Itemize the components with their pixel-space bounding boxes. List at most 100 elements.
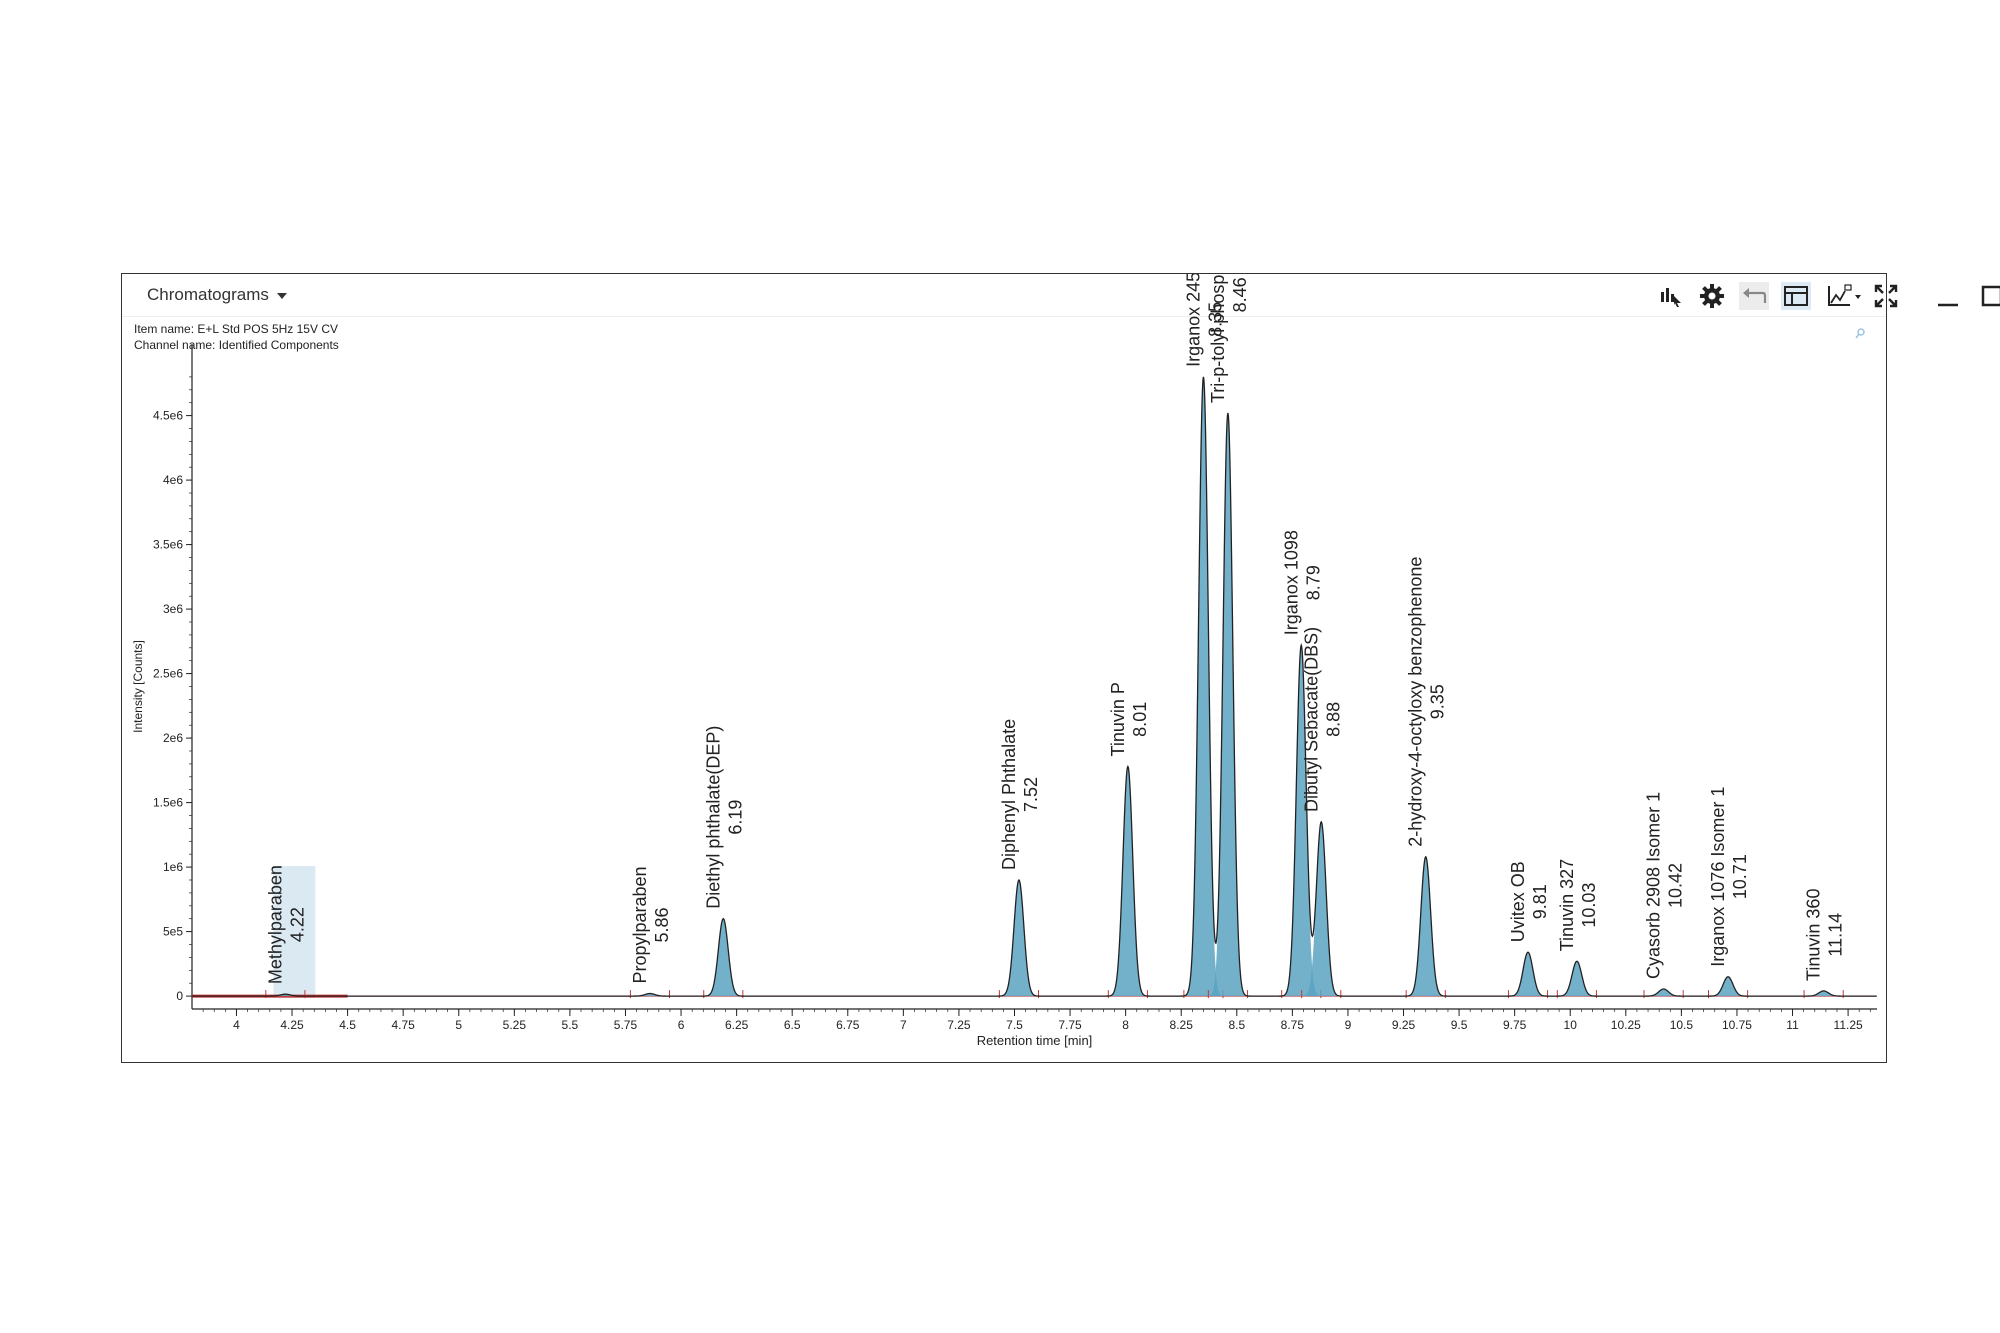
x-tick-label: 9	[1345, 1018, 1352, 1032]
x-tick-label: 9.25	[1392, 1018, 1416, 1032]
chromatogram-panel: Chromatograms	[121, 273, 2000, 1063]
x-tick-label: 4	[233, 1018, 240, 1032]
y-tick-label: 0	[176, 989, 183, 1003]
channel-name: Channel name: Identified Components	[134, 338, 339, 352]
peak-rt: 8.46	[1230, 277, 1250, 312]
peak-rt: 8.88	[1323, 702, 1343, 737]
undo-button[interactable]	[1739, 282, 1769, 310]
peak-name: Tinuvin 327	[1557, 859, 1577, 951]
chart-select-icon	[1661, 288, 1681, 307]
peak-label: Irganox 1098 8.79	[1281, 530, 1323, 635]
peak-label: Methylparaben 4.22	[265, 865, 307, 984]
panel-title-label: Chromatograms	[147, 285, 269, 304]
chevron-down-icon	[276, 292, 287, 299]
y-tick-label: 3.5e6	[153, 538, 183, 552]
gear-icon	[1700, 284, 1724, 308]
peak-name: Diphenyl Phthalate	[999, 719, 1019, 870]
y-tick-label: 5e5	[163, 925, 183, 939]
peak-area	[1644, 989, 1684, 997]
x-tick-label: 4.25	[280, 1018, 304, 1032]
y-tick-label: 1.5e6	[153, 796, 183, 810]
x-tick-label: 7.25	[947, 1018, 971, 1032]
peak-name: Tri-p-tolyl phosphate (TCP)	[1208, 274, 1228, 403]
peak-label: Diphenyl Phthalate 7.52	[999, 719, 1041, 870]
chart-metadata: Item name: E+L Std POS 5Hz 15V CV Channe…	[134, 321, 339, 353]
panel-header: Chromatograms	[122, 274, 2000, 317]
peak-area	[1804, 990, 1844, 997]
peak-area	[1708, 976, 1748, 997]
x-tick-label: 9.5	[1451, 1018, 1468, 1032]
x-tick-label: 9.75	[1503, 1018, 1527, 1032]
y-tick-label: 2.5e6	[153, 667, 183, 681]
x-tick-label: 8	[1122, 1018, 1129, 1032]
peak-area	[1183, 376, 1224, 997]
peak-name: Irganox 245	[1183, 274, 1203, 367]
peak-name: Propylparaben	[630, 866, 650, 983]
peak-label: Irganox 1076 Isomer 1 10.71	[1708, 787, 1750, 967]
peak-name: Irganox 1076 Isomer 1	[1708, 787, 1728, 967]
x-tick-label: 6.25	[725, 1018, 749, 1032]
y-tick-label: 1e6	[163, 860, 183, 874]
peak-rt: 10.42	[1666, 863, 1686, 908]
settings-button[interactable]	[1697, 282, 1727, 310]
minimize-icon	[1938, 303, 1958, 307]
y-tick-label: 4.5e6	[153, 409, 183, 423]
x-tick-label: 10.25	[1611, 1018, 1641, 1032]
chromatograms-dropdown[interactable]: Chromatograms	[147, 285, 287, 305]
x-tick-label: 8.25	[1170, 1018, 1194, 1032]
peak-area	[1508, 952, 1548, 997]
x-tick-label: 11.25	[1834, 1018, 1863, 1032]
y-tick-label: 2e6	[163, 731, 183, 745]
peak-name: Irganox 1098	[1281, 530, 1301, 635]
undo-icon	[1743, 288, 1767, 303]
x-tick-label: 7	[900, 1018, 907, 1032]
fullscreen-button[interactable]	[1871, 282, 1901, 310]
x-tick-label: 8.75	[1281, 1018, 1305, 1032]
chart-options-icon	[1828, 284, 1861, 306]
peak-area	[1108, 766, 1148, 997]
table-layout-button[interactable]	[1781, 282, 1811, 310]
chart-options-button[interactable]	[1825, 282, 1865, 310]
peak-label: Uvitex OB 9.81	[1508, 861, 1550, 942]
peak-rt: 11.14	[1826, 913, 1846, 957]
peak-label: 2-hydroxy-4-octyloxy benzophenone 9.35	[1406, 557, 1448, 847]
peak-rt: 9.35	[1428, 684, 1448, 719]
peak-rt: 7.52	[1021, 777, 1041, 812]
peak-name: Dibutyl Sebacate(DBS)	[1301, 627, 1321, 812]
x-tick-label: 5.25	[503, 1018, 527, 1032]
x-axis-label: Retention time [min]	[977, 1033, 1093, 1048]
peak-name: 2-hydroxy-4-octyloxy benzophenone	[1406, 557, 1426, 847]
peak-label: Tinuvin 360 11.14	[1804, 889, 1846, 981]
x-tick-label: 10.5	[1670, 1018, 1694, 1032]
maximize-icon	[1981, 285, 2000, 307]
peak-area	[999, 880, 1039, 997]
peak-area	[1406, 856, 1446, 997]
fullscreen-icon	[1874, 284, 1898, 308]
x-tick-label: 8.5	[1228, 1018, 1245, 1032]
table-layout-icon	[1784, 286, 1808, 306]
chromatogram-trace	[192, 376, 1877, 997]
x-tick-label: 5	[455, 1018, 462, 1032]
peak-name: Tinuvin P	[1108, 682, 1128, 756]
peak-highlight	[273, 866, 316, 999]
chart-select-button[interactable]	[1655, 282, 1685, 310]
pin-icon[interactable]	[1854, 326, 1868, 340]
peak-rt: 10.03	[1579, 883, 1599, 928]
peak-label: Irganox 245 8.35	[1183, 274, 1225, 367]
y-tick-label: 3e6	[163, 602, 183, 616]
peak-area	[703, 918, 743, 997]
peak-label: Tinuvin 327 10.03	[1557, 859, 1599, 951]
peak-name: Diethyl phthalate(DEP)	[703, 726, 723, 909]
x-tick-label: 4.75	[392, 1018, 416, 1032]
maximize-button[interactable]	[1977, 282, 2000, 310]
peak-rt: 8.79	[1303, 565, 1323, 600]
peak-rt: 5.86	[652, 907, 672, 942]
minimize-button[interactable]	[1933, 282, 1963, 310]
peak-name: Uvitex OB	[1508, 861, 1528, 942]
item-name: Item name: E+L Std POS 5Hz 15V CV	[134, 322, 338, 336]
x-tick-label: 7.5	[1006, 1018, 1023, 1032]
peak-rt: 6.19	[725, 800, 745, 835]
peak-rt: 8.35	[1205, 302, 1225, 337]
peak-label: Propylparaben 5.86	[630, 866, 672, 983]
x-tick-label: 10.75	[1722, 1018, 1752, 1032]
